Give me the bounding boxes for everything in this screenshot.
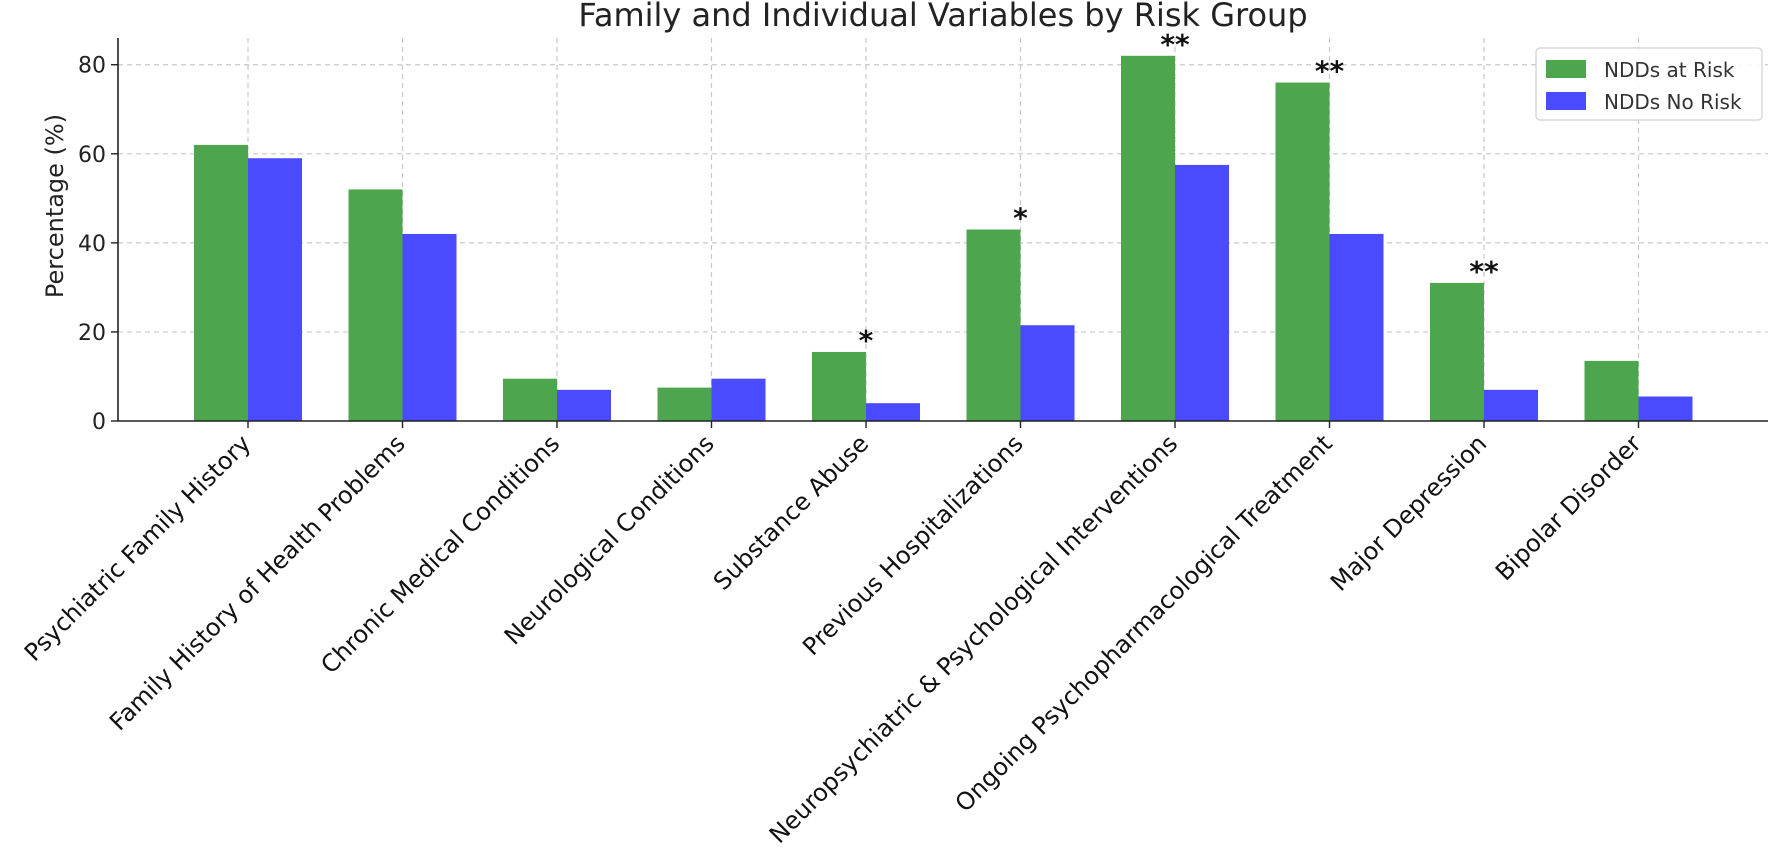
bar-at-risk (1430, 282, 1484, 421)
bar-at-risk (966, 229, 1021, 421)
bars (194, 55, 1693, 421)
bar-at-risk (503, 378, 557, 421)
significance-marker: * (1013, 202, 1028, 235)
y-tick-label: 80 (78, 54, 106, 79)
bar-no-risk (248, 158, 302, 421)
x-category-label: Bipolar Disorder (1490, 429, 1647, 586)
legend-label: NDDs at Risk (1604, 58, 1735, 82)
y-axis-label: Percentage (%) (41, 114, 69, 298)
y-tick-label: 0 (92, 410, 106, 435)
axes: 0 20 40 60 80 (78, 38, 1768, 435)
bar-no-risk (1175, 164, 1229, 421)
bar-at-risk (812, 351, 866, 421)
bar-no-risk (1484, 389, 1538, 421)
y-tick-label: 60 (78, 143, 106, 168)
legend-label: NDDs No Risk (1604, 90, 1742, 114)
y-tick-label: 20 (78, 321, 106, 346)
bar-no-risk (557, 389, 611, 421)
significance-marker: * (859, 324, 874, 357)
bar-no-risk (1638, 396, 1693, 421)
bar-at-risk (1584, 360, 1639, 421)
bar-no-risk (711, 378, 766, 421)
x-category-label: Substance Abuse (708, 429, 874, 595)
legend: NDDs at Risk NDDs No Risk (1535, 47, 1763, 121)
legend-box (1535, 47, 1763, 121)
bar-at-risk (348, 189, 403, 421)
legend-swatch (1546, 92, 1586, 110)
significance-markers: ******** (859, 28, 1499, 357)
bar-at-risk (657, 387, 712, 421)
bar-no-risk (866, 403, 920, 421)
bar-at-risk (1275, 82, 1330, 421)
bar-no-risk (402, 233, 457, 421)
bar-at-risk (194, 144, 248, 421)
significance-marker: ** (1469, 255, 1499, 288)
bar-no-risk (1329, 233, 1384, 421)
bar-no-risk (1020, 325, 1075, 421)
chart-title: Family and Individual Variables by Risk … (578, 0, 1307, 34)
legend-swatch (1546, 60, 1586, 78)
bar-at-risk (1121, 55, 1175, 421)
x-category-label: Family History of Health Problems (104, 429, 411, 736)
x-category-label: Major Depression (1325, 429, 1492, 596)
significance-marker: ** (1315, 55, 1345, 88)
y-tick-label: 40 (78, 232, 106, 257)
significance-marker: ** (1160, 28, 1190, 61)
